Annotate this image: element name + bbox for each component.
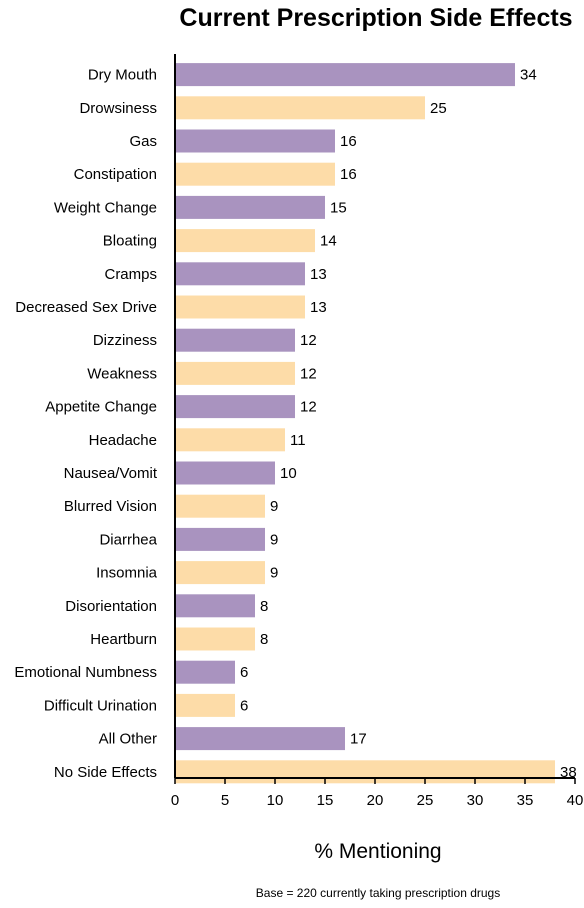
category-labels: Dry Mouth Drowsiness Gas Constipation Weight… xyxy=(14,67,157,781)
category-label: Cramps xyxy=(104,266,157,283)
value-label: 12 xyxy=(300,365,317,382)
category-label: Emotional Numbness xyxy=(14,664,157,681)
category-label: Dizziness xyxy=(93,332,157,349)
value-label: 6 xyxy=(240,664,248,681)
category-label: Difficult Urination xyxy=(44,697,157,714)
bar xyxy=(175,627,255,651)
value-label: 16 xyxy=(340,166,357,183)
value-label: 12 xyxy=(300,399,317,416)
value-label: 8 xyxy=(260,598,268,615)
x-tick-label: 40 xyxy=(567,792,584,809)
x-tick-label: 5 xyxy=(221,792,229,809)
bar xyxy=(175,494,265,518)
category-label: Disorientation xyxy=(65,598,157,615)
bar xyxy=(175,129,335,153)
bar xyxy=(175,162,335,186)
category-label: Headache xyxy=(89,432,157,449)
category-label: All Other xyxy=(99,731,157,748)
category-label: Bloating xyxy=(103,233,157,250)
value-label: 17 xyxy=(350,731,367,748)
category-label: No Side Effects xyxy=(54,764,157,781)
value-label: 14 xyxy=(320,233,337,250)
category-label: Heartburn xyxy=(90,631,157,648)
value-label: 9 xyxy=(270,565,278,582)
category-label: Constipation xyxy=(74,166,157,183)
bar xyxy=(175,328,295,352)
value-label: 6 xyxy=(240,697,248,714)
category-label: Appetite Change xyxy=(45,399,157,416)
bar xyxy=(175,727,345,751)
category-label: Blurred Vision xyxy=(64,498,157,515)
bar xyxy=(175,262,305,286)
value-label: 9 xyxy=(270,531,278,548)
x-tick-label: 10 xyxy=(267,792,284,809)
bar xyxy=(175,693,235,717)
category-label: Gas xyxy=(129,133,157,150)
value-label: 13 xyxy=(310,299,327,316)
x-tick-label: 25 xyxy=(417,792,434,809)
category-label: Decreased Sex Drive xyxy=(15,299,157,316)
x-axis-label: % Mentioning xyxy=(314,840,441,863)
bar xyxy=(175,229,315,253)
bar xyxy=(175,428,285,452)
value-label: 10 xyxy=(280,465,297,482)
bar xyxy=(175,96,425,120)
bar xyxy=(175,527,265,551)
x-tick-label: 20 xyxy=(367,792,384,809)
bar xyxy=(175,63,515,87)
base-note: Base = 220 currently taking prescription… xyxy=(256,886,500,900)
value-label: 25 xyxy=(430,100,447,117)
bar xyxy=(175,195,325,219)
bars-layer xyxy=(175,63,555,784)
bar xyxy=(175,660,235,684)
value-label: 16 xyxy=(340,133,357,150)
axes: 0 5 10 15 20 25 30 35 40 xyxy=(171,54,584,809)
category-label: Diarrhea xyxy=(99,531,157,548)
category-label: Weakness xyxy=(87,365,157,382)
value-label: 38 xyxy=(560,764,577,781)
bar xyxy=(175,295,305,319)
x-tick-label: 35 xyxy=(517,792,534,809)
bar xyxy=(175,760,555,784)
bar xyxy=(175,461,275,485)
bar xyxy=(175,594,255,618)
bar xyxy=(175,561,265,585)
value-label: 15 xyxy=(330,199,347,216)
category-label: Nausea/Vomit xyxy=(64,465,158,482)
value-label: 9 xyxy=(270,498,278,515)
value-label: 11 xyxy=(290,432,306,449)
x-tick-label: 30 xyxy=(467,792,484,809)
value-label: 13 xyxy=(310,266,327,283)
value-label: 8 xyxy=(260,631,268,648)
value-label: 12 xyxy=(300,332,317,349)
bar xyxy=(175,361,295,385)
category-label: Weight Change xyxy=(54,199,157,216)
category-label: Dry Mouth xyxy=(88,67,157,84)
category-label: Drowsiness xyxy=(79,100,157,117)
value-label: 34 xyxy=(520,67,537,84)
x-tick-label: 15 xyxy=(317,792,334,809)
x-tick-label: 0 xyxy=(171,792,179,809)
category-label: Insomnia xyxy=(96,565,158,582)
bar xyxy=(175,395,295,419)
chart-title: Current Prescription Side Effects xyxy=(179,4,572,32)
